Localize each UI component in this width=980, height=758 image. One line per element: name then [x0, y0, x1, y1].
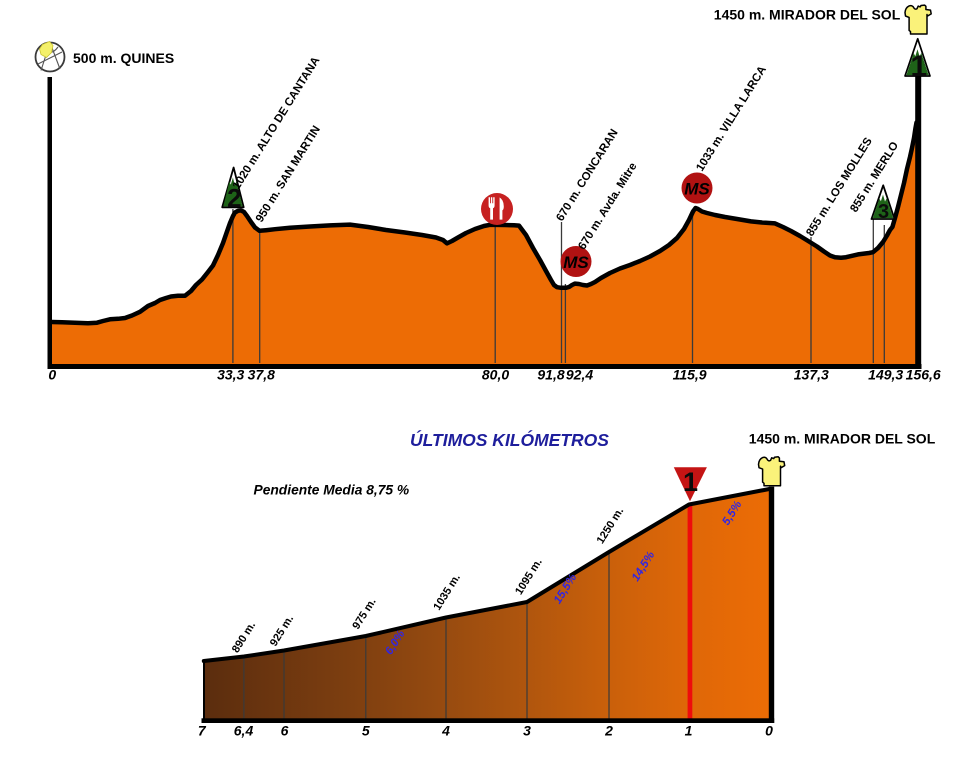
svg-text:6: 6	[281, 723, 289, 739]
svg-text:6,4: 6,4	[234, 723, 254, 739]
svg-text:92,4: 92,4	[566, 366, 593, 382]
svg-text:1450 m. MIRADOR DEL SOL: 1450 m. MIRADOR DEL SOL	[714, 7, 901, 23]
svg-text:MS: MS	[563, 253, 589, 272]
svg-text:0: 0	[48, 366, 56, 382]
svg-text:37,8: 37,8	[248, 366, 275, 382]
svg-text:0: 0	[765, 723, 773, 739]
svg-text:115,9: 115,9	[673, 366, 707, 382]
svg-text:2: 2	[227, 183, 241, 213]
svg-text:7: 7	[198, 723, 207, 739]
svg-text:80,0: 80,0	[482, 366, 509, 382]
svg-text:1: 1	[685, 723, 693, 739]
svg-text:500 m. QUINES: 500 m. QUINES	[73, 50, 174, 66]
svg-text:5: 5	[362, 723, 370, 739]
svg-text:3: 3	[523, 723, 531, 739]
svg-text:ÚLTIMOS KILÓMETROS: ÚLTIMOS KILÓMETROS	[410, 429, 609, 450]
svg-text:Pendiente Media 8,75 %: Pendiente Media 8,75 %	[254, 483, 410, 498]
svg-text:156,6: 156,6	[906, 366, 941, 382]
svg-text:91,8: 91,8	[537, 366, 564, 382]
svg-text:3: 3	[878, 201, 889, 223]
svg-text:1: 1	[683, 467, 698, 497]
svg-text:137,3: 137,3	[794, 366, 829, 382]
svg-text:1450 m. MIRADOR DEL SOL: 1450 m. MIRADOR DEL SOL	[749, 431, 936, 447]
svg-text:33,3: 33,3	[217, 366, 244, 382]
svg-text:2: 2	[604, 723, 613, 739]
svg-text:1: 1	[910, 50, 927, 83]
svg-text:149,3: 149,3	[868, 366, 903, 382]
svg-text:4: 4	[441, 723, 450, 739]
svg-text:MS: MS	[684, 179, 710, 198]
